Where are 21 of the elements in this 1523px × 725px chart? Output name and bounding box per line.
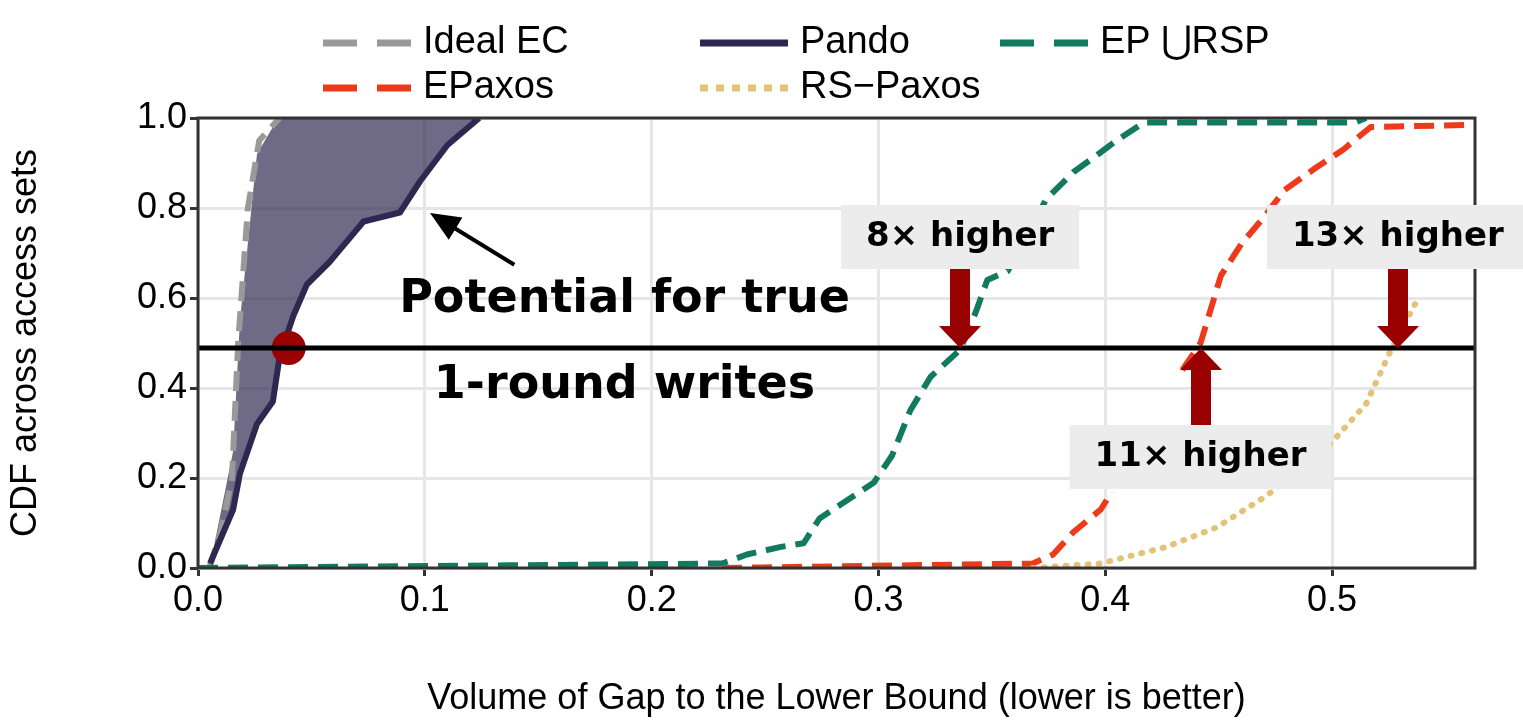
x-axis-title: Volume of Gap to the Lower Bound (lower is better) xyxy=(427,676,1246,718)
legend-label: EP ⋃RSP xyxy=(1100,19,1270,62)
legend-label: Ideal EC xyxy=(423,19,569,62)
y-tick-label: 0.2 xyxy=(136,454,187,496)
annotation: Potential for true 1-round writes xyxy=(399,269,850,409)
x-tick-label: 0.1 xyxy=(399,577,450,619)
x-tick-label: 0.2 xyxy=(626,577,677,619)
x-tick-label: 0.4 xyxy=(1080,577,1131,619)
legend-label: RS−Paxos xyxy=(800,64,981,107)
legend-label: EPaxos xyxy=(423,64,554,107)
annotation: 11× higher xyxy=(1094,433,1307,474)
y-axis-title: CDF across access sets xyxy=(2,148,44,538)
y-tick-label: 0.4 xyxy=(136,364,187,406)
legend-label: Pando xyxy=(800,19,910,62)
y-tick-label: 1.0 xyxy=(136,94,187,136)
y-tick-label: 0.8 xyxy=(136,184,187,226)
x-tick-label: 0.5 xyxy=(1307,577,1358,619)
x-tick-label: 0.3 xyxy=(853,577,904,619)
annotation: 13× higher xyxy=(1291,213,1505,254)
annotation: 8× higher xyxy=(866,213,1055,254)
y-tick-label: 0.6 xyxy=(136,274,187,316)
